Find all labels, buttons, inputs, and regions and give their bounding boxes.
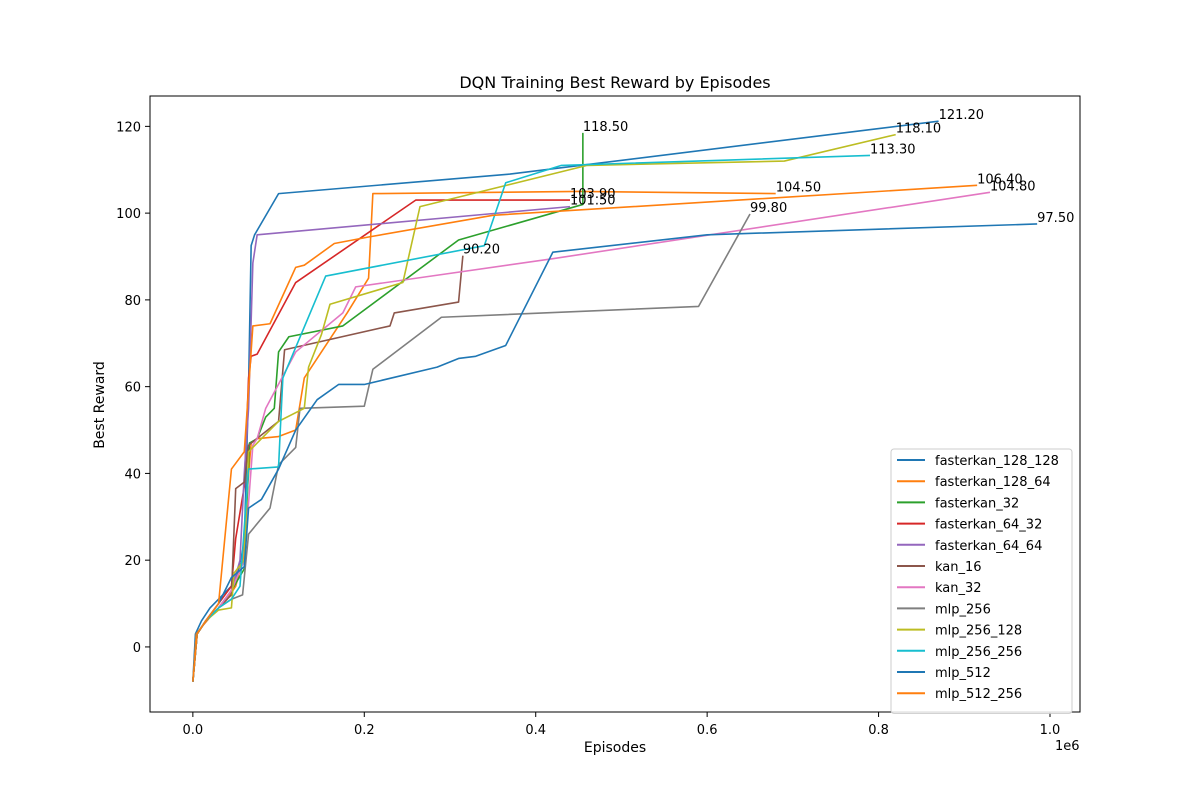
end-label-fasterkan_128_64: 104.50 [776,181,822,196]
x-axis-offset-text: 1e6 [1055,739,1080,754]
y-tick-label: 80 [124,294,141,309]
y-tick-label: 20 [124,554,141,569]
x-tick-label: 0.4 [525,723,546,738]
chart-title: DQN Training Best Reward by Episodes [459,73,770,92]
end-label-mlp_256_128: 118.10 [896,122,942,137]
y-tick-label: 0 [133,641,141,656]
legend-label-fasterkan_128_64: fasterkan_128_64 [935,475,1051,490]
x-tick-label: 0.8 [868,723,889,738]
y-tick-label: 40 [124,467,141,482]
legend-label-fasterkan_32: fasterkan_32 [935,496,1019,511]
series-line-mlp_256_256 [192,154,871,682]
legend-label-kan_16: kan_16 [935,560,982,575]
legend-label-mlp_256: mlp_256 [935,602,991,617]
end-label-mlp_256_256: 113.30 [870,142,916,157]
end-label-fasterkan_128_128: 121.20 [939,108,985,123]
series-line-mlp_512_256 [192,184,978,682]
legend-box [890,448,1073,714]
x-tick-label: 0.6 [697,723,718,738]
series-lines [192,120,1038,682]
legend-label-fasterkan_64_64: fasterkan_64_64 [935,539,1042,554]
y-tick-label: 120 [116,120,141,135]
legend-label-fasterkan_64_32: fasterkan_64_32 [935,518,1042,533]
legend-label-fasterkan_128_128: fasterkan_128_128 [935,454,1059,469]
x-axis-label: Episodes [584,740,646,756]
y-tick-label: 60 [124,381,141,396]
x-tick-label: 0.0 [183,723,204,738]
legend-label-mlp_512_256: mlp_512_256 [935,687,1022,702]
end-label-fasterkan_32: 118.50 [583,120,629,135]
end-label-kan_16: 90.20 [463,243,500,258]
legend-label-mlp_256_128: mlp_256_128 [935,624,1022,639]
plot-frame [149,95,1081,713]
y-tick-label: 100 [116,207,141,222]
end-label-fasterkan_64_64: 101.50 [570,194,616,209]
end-label-mlp_256: 99.80 [750,201,787,216]
y-axis: 0 20 40 60 80 100 120 [116,120,150,656]
legend-label-kan_32: kan_32 [935,581,982,596]
end-label-mlp_512_256: 106.40 [977,172,1023,187]
x-tick-label: 1.0 [1040,723,1061,738]
y-axis-label: Best Reward [92,361,108,449]
series-line-mlp_512 [192,223,1038,682]
series-line-mlp_256_128 [192,133,896,682]
legend-label-mlp_512: mlp_512 [935,666,991,681]
end-label-mlp_512: 97.50 [1037,211,1074,226]
x-axis: 0.0 0.2 0.4 0.6 0.8 1.0 [183,712,1061,738]
end-label-fasterkan_64_32: 103.90 [570,187,616,202]
legend: fasterkan_128_128 fasterkan_128_64fasterk… [890,448,1073,714]
end-label-kan_32: 104.80 [990,179,1036,194]
legend-label-mlp_256_256: mlp_256_256 [935,645,1022,660]
x-tick-label: 0.2 [354,723,375,738]
